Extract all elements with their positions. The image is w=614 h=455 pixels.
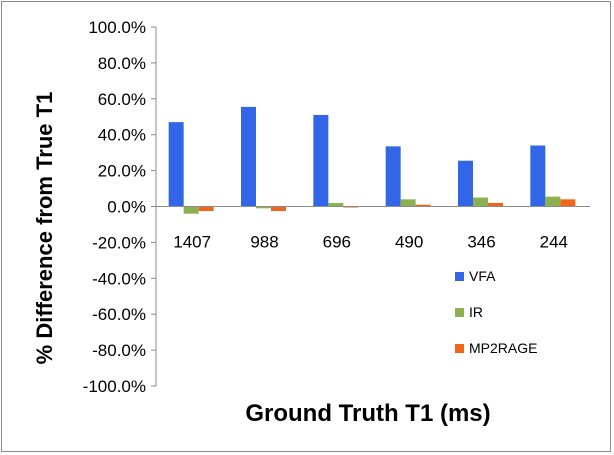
category-label: 490	[395, 233, 423, 252]
category-label: 1407	[173, 233, 211, 252]
bar-mp2rage-244	[560, 199, 576, 207]
y-tick-label: 20.0%	[98, 162, 146, 181]
bar-ir-490	[400, 199, 416, 207]
bar-ir-346	[473, 197, 488, 207]
y-tick-label: 100.0%	[88, 18, 146, 37]
legend: VFA IR MP2RAGE	[455, 268, 537, 356]
bar-mp2rage-1407	[198, 206, 214, 211]
legend-swatch-ir	[455, 308, 464, 317]
bar-vfa-988	[241, 106, 256, 207]
y-tick-label: 0.0%	[107, 198, 146, 217]
y-axis-title: % Difference from True T1	[32, 92, 57, 365]
bar-vfa-1407	[168, 122, 184, 207]
legend-swatch-vfa	[455, 272, 464, 281]
x-axis-title: Ground Truth T1 (ms)	[245, 400, 490, 427]
bar-ir-988	[256, 206, 271, 209]
y-tick-label: 60.0%	[98, 90, 146, 109]
bar-mp2rage-346	[488, 202, 503, 207]
y-tick-label: 40.0%	[98, 126, 146, 145]
legend-label: VFA	[469, 268, 496, 284]
legend-label: IR	[469, 304, 483, 320]
bar-vfa-346	[458, 160, 473, 207]
bar-mp2rage-988	[271, 206, 286, 211]
y-tick-label: 80.0%	[98, 54, 146, 73]
legend-swatch-mp2rage	[455, 344, 464, 353]
legend-label: MP2RAGE	[469, 340, 537, 356]
bar-ir-1407	[183, 206, 199, 214]
bar-mp2rage-490	[415, 204, 431, 207]
y-tick-label: -20.0%	[92, 233, 146, 252]
y-tick-label: -40.0%	[92, 269, 146, 288]
category-label: 244	[540, 233, 568, 252]
category-labels: 1407 988 696 490 346 244	[173, 233, 568, 252]
y-axis-ticks: 100.0% 80.0% 60.0% 40.0% 20.0% 0.0% -20.0% -40.…	[83, 18, 156, 396]
bar-ir-696	[328, 202, 344, 207]
category-label: 346	[467, 233, 495, 252]
bar-vfa-696	[313, 114, 329, 207]
bar-vfa-244	[530, 145, 546, 207]
y-tick-label: -60.0%	[92, 305, 146, 324]
y-tick-label: -100.0%	[83, 377, 146, 396]
y-tick-label: -80.0%	[92, 341, 146, 360]
category-label: 988	[250, 233, 278, 252]
bar-vfa-490	[385, 146, 401, 207]
bar-ir-244	[545, 196, 561, 207]
category-label: 696	[323, 233, 351, 252]
bars	[168, 106, 576, 214]
